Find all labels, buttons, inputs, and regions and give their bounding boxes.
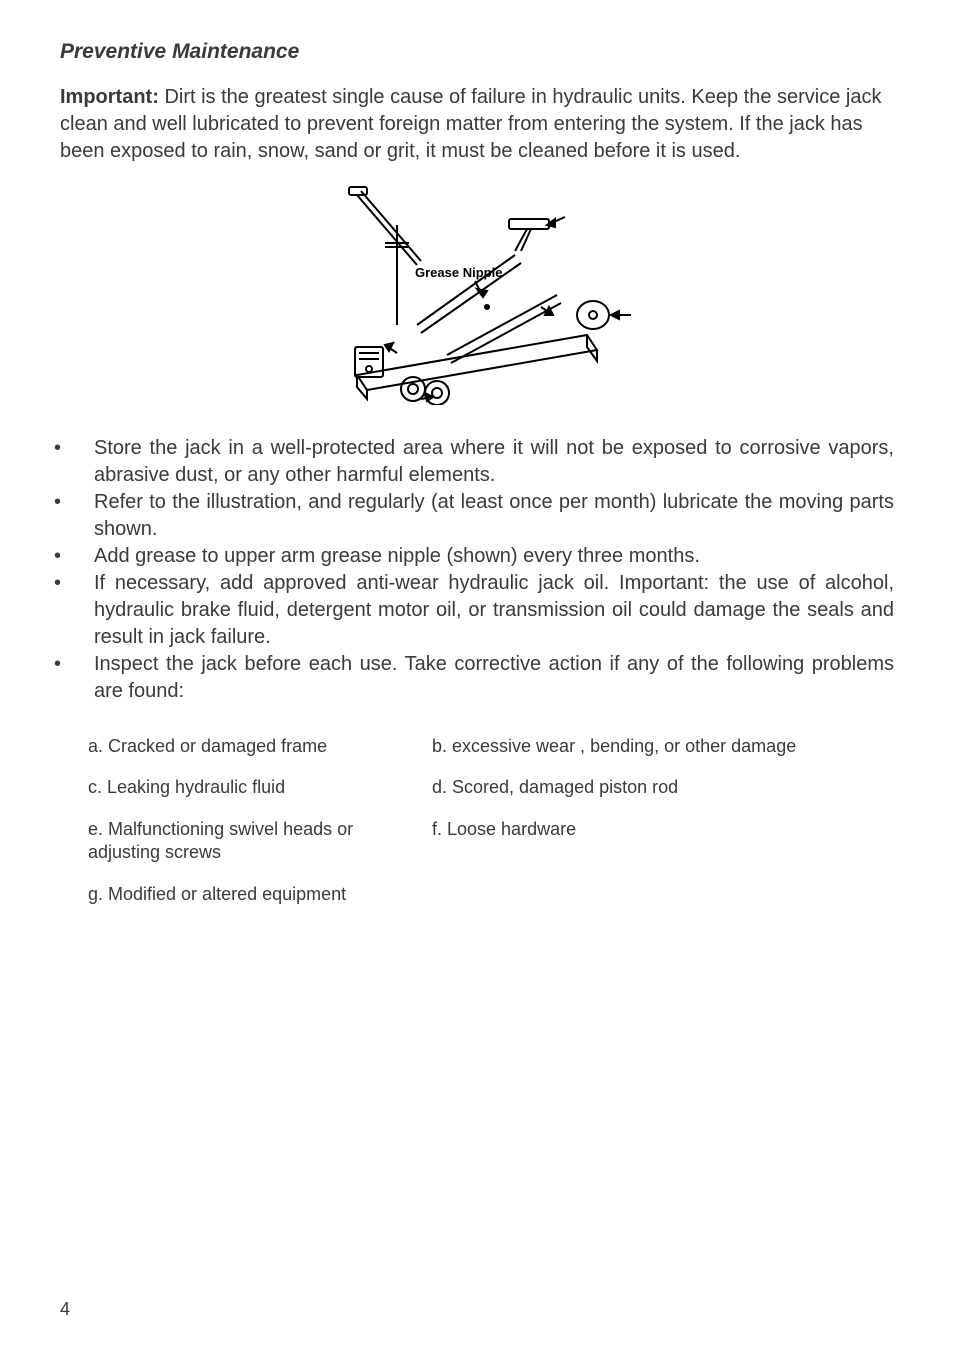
list-item: Refer to the illustration, and regularly… — [66, 489, 894, 543]
problems-grid: a. Cracked or damaged frame b. excessive… — [88, 735, 894, 906]
problem-c: c. Leaking hydraulic fluid — [88, 776, 408, 799]
problem-d: d. Scored, damaged piston rod — [432, 776, 894, 799]
list-item: Add grease to upper arm grease nipple (s… — [66, 543, 894, 570]
figure-label: Grease Nipple — [415, 265, 502, 280]
intro-paragraph: Important: Dirt is the greatest single c… — [60, 84, 894, 165]
problem-b: b. excessive wear , bending, or other da… — [432, 735, 894, 758]
section-title: Preventive Maintenance — [60, 40, 894, 64]
problem-f: f. Loose hardware — [432, 818, 894, 865]
jack-figure: Grease Nipple — [297, 185, 657, 405]
problem-e: e. Malfunctioning swivel heads or adjust… — [88, 818, 408, 865]
page-number: 4 — [60, 1299, 70, 1320]
problem-blank — [432, 883, 894, 906]
list-item: Inspect the jack before each use. Take c… — [66, 651, 894, 705]
page: Preventive Maintenance Important: Dirt i… — [0, 0, 954, 1350]
bullet-list: Store the jack in a well-protected area … — [60, 435, 894, 705]
list-item: Store the jack in a well-protected area … — [66, 435, 894, 489]
list-item: If necessary, add approved anti-wear hyd… — [66, 570, 894, 651]
intro-text: Dirt is the greatest single cause of fai… — [60, 86, 881, 162]
problem-a: a. Cracked or damaged frame — [88, 735, 408, 758]
problem-g: g. Modified or altered equipment — [88, 883, 408, 906]
intro-strong: Important: — [60, 86, 159, 108]
